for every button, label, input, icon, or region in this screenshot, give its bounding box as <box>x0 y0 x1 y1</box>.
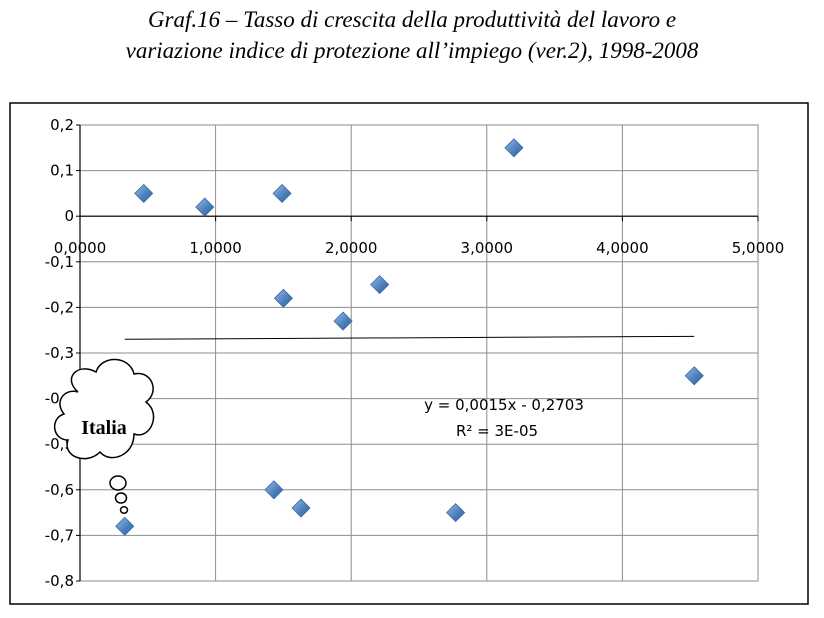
data-point <box>273 288 293 308</box>
thought-cloud-shape <box>54 358 155 460</box>
thought-bubble-small <box>119 506 129 514</box>
data-point <box>684 366 704 386</box>
callout-label: Italia <box>81 417 127 439</box>
data-point <box>272 183 292 203</box>
x-tick-label: 5,0000 <box>732 239 785 257</box>
data-point <box>333 311 353 331</box>
x-tick-label: 3,0000 <box>461 239 514 257</box>
data-point <box>504 138 524 158</box>
data-point <box>370 275 390 295</box>
y-tick-label: 0,2 <box>50 116 74 134</box>
x-tick-labels: 0,0000 1,0000 2,0000 3,0000 4,0000 5,0000 <box>54 239 785 257</box>
chart-title: Graf.16 – Tasso di crescita della produt… <box>0 4 824 66</box>
data-points <box>115 138 704 536</box>
italia-callout: Italia <box>54 358 155 514</box>
data-point <box>291 498 311 518</box>
y-tick-label: -0,6 <box>45 481 74 499</box>
chart-title-line-2: variazione indice di protezione all’impi… <box>125 38 699 63</box>
y-tick-labels: 0,20,10-0,1-0,2-0,3-0,4-0,5-0,6-0,7-0,8 <box>45 116 74 590</box>
x-tick-label: 0,0000 <box>54 239 107 257</box>
chart-title-line-1: Graf.16 – Tasso di crescita della produt… <box>147 7 677 32</box>
x-tick-label: 2,0000 <box>325 239 378 257</box>
thought-bubble-large <box>109 475 127 491</box>
data-point <box>446 503 466 523</box>
data-point <box>115 516 135 536</box>
x-tick-label: 1,0000 <box>189 239 242 257</box>
equation-line-1: y = 0,0015x - 0,2703 <box>424 396 584 414</box>
data-point <box>264 480 284 500</box>
axes <box>76 124 759 582</box>
y-tick-label: -0,2 <box>45 298 74 316</box>
trendline-equation: y = 0,0015x - 0,2703 R² = 3E-05 <box>424 396 584 440</box>
y-tick-label: -0,3 <box>45 344 74 362</box>
y-tick-label: -0,1 <box>45 253 74 271</box>
trendline <box>124 335 695 340</box>
data-point <box>134 183 154 203</box>
y-tick-label: -0,7 <box>45 526 74 544</box>
data-point <box>195 197 215 217</box>
y-tick-label: -0,8 <box>45 572 74 590</box>
thought-bubble-medium <box>114 492 128 504</box>
y-tick-label: 0 <box>64 207 74 225</box>
trendline-group <box>124 335 695 340</box>
equation-line-2: R² = 3E-05 <box>456 422 538 440</box>
x-tick-label: 4,0000 <box>596 239 649 257</box>
y-tick-label: 0,1 <box>50 162 74 180</box>
